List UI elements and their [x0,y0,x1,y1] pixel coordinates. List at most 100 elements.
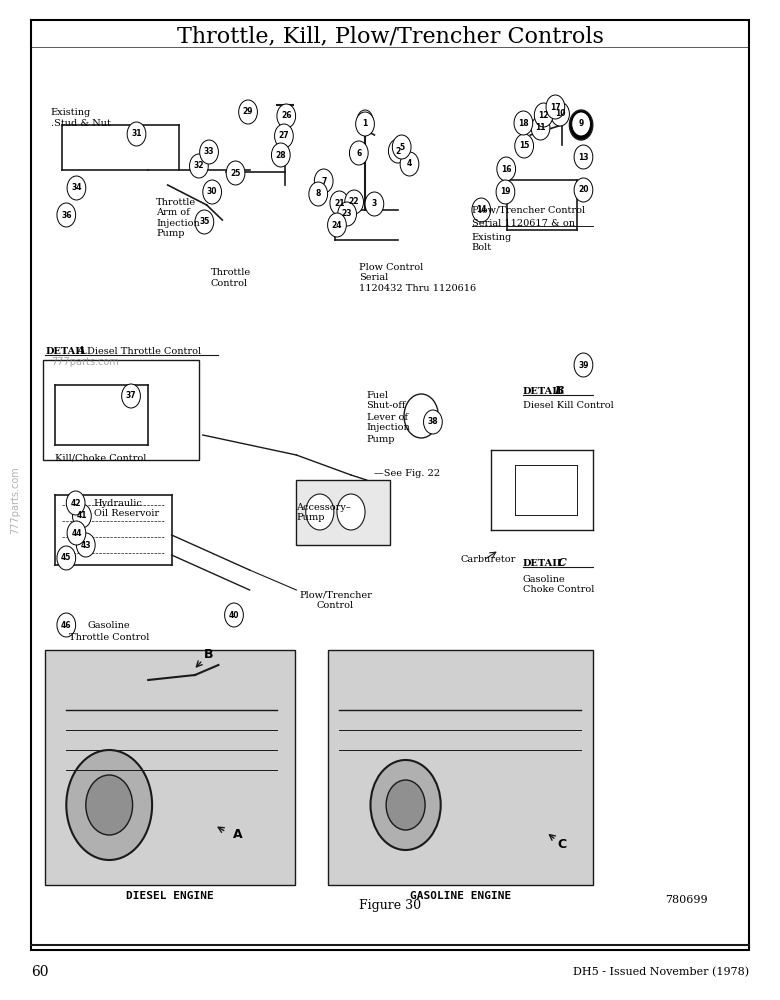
Circle shape [392,135,411,159]
Text: 26: 26 [281,111,292,120]
Text: 11: 11 [535,123,546,132]
Text: 3: 3 [372,200,377,209]
Circle shape [73,504,91,528]
Circle shape [275,124,293,148]
FancyBboxPatch shape [296,480,390,545]
Text: DETAIL: DETAIL [45,347,87,356]
Circle shape [309,182,328,206]
Text: Throttle
Control: Throttle Control [211,268,250,288]
Circle shape [424,410,442,434]
Text: DETAIL: DETAIL [523,558,565,568]
Text: 30: 30 [207,188,218,196]
Circle shape [57,613,76,637]
Text: 40: 40 [229,610,239,619]
Text: Control: Control [317,601,354,610]
Text: 10: 10 [555,109,565,118]
Text: Choke Control: Choke Control [523,585,594,594]
Text: A: A [76,346,85,357]
Text: 23: 23 [342,210,353,219]
Circle shape [66,491,85,515]
Text: 5: 5 [399,142,404,151]
Circle shape [388,139,407,163]
Circle shape [345,190,363,214]
Circle shape [76,533,95,557]
Text: 45: 45 [61,554,72,562]
Circle shape [404,394,438,438]
Circle shape [330,191,349,215]
Text: Oil Reservoir: Oil Reservoir [94,510,158,518]
Text: Plow Control
Serial
1120432 Thru 1120616: Plow Control Serial 1120432 Thru 1120616 [359,263,476,293]
Circle shape [365,192,384,216]
Text: Fuel: Fuel [367,390,388,399]
Circle shape [200,140,218,164]
Text: 12: 12 [538,110,549,119]
Circle shape [515,134,534,158]
Text: Kill/Choke Control: Kill/Choke Control [55,454,146,462]
Text: 60: 60 [31,965,48,979]
Text: 24: 24 [332,221,342,230]
Circle shape [531,116,550,140]
Text: Diesel Throttle Control: Diesel Throttle Control [87,347,201,356]
Circle shape [66,750,152,860]
Circle shape [569,110,593,140]
Text: Hydraulic: Hydraulic [94,498,143,508]
FancyBboxPatch shape [45,650,295,885]
Circle shape [67,176,86,200]
Text: 22: 22 [349,198,360,207]
Text: 44: 44 [71,528,82,538]
Text: 32: 32 [193,161,204,170]
Text: 34: 34 [71,184,82,192]
Text: Gasoline: Gasoline [523,576,566,584]
Circle shape [122,384,140,408]
Text: 37: 37 [126,391,136,400]
Text: DH5 - Issued November (1978): DH5 - Issued November (1978) [573,967,749,977]
Text: 17: 17 [550,103,561,111]
Circle shape [239,100,257,124]
Text: 36: 36 [61,211,72,220]
Text: 7: 7 [321,176,326,186]
Text: 4: 4 [407,159,412,168]
Circle shape [57,546,76,570]
Circle shape [349,141,368,165]
Text: 777parts.com: 777parts.com [11,466,20,534]
Text: 15: 15 [519,141,530,150]
Text: DIESEL ENGINE: DIESEL ENGINE [126,891,214,901]
Text: 27: 27 [278,131,289,140]
Text: Carburetor: Carburetor [460,556,516,564]
Circle shape [67,521,86,545]
Text: Throttle
Arm of
Injection
Pump: Throttle Arm of Injection Pump [156,198,200,238]
Text: C: C [558,558,566,568]
Circle shape [472,198,491,222]
Text: 18: 18 [518,118,529,127]
Circle shape [572,112,590,136]
Text: 13: 13 [578,152,589,161]
Text: 25: 25 [230,168,241,178]
Circle shape [400,152,419,176]
Circle shape [534,103,553,127]
Text: 21: 21 [334,198,345,208]
Text: Plow/Trencher: Plow/Trencher [299,590,372,599]
Circle shape [328,213,346,237]
Text: Plow/Trencher Control: Plow/Trencher Control [472,206,585,215]
Text: 46: 46 [61,620,72,630]
Text: 43: 43 [80,540,91,550]
Text: Accessory–: Accessory– [296,502,351,512]
FancyBboxPatch shape [31,20,749,950]
Text: 29: 29 [243,107,254,116]
Circle shape [337,494,365,530]
Text: B: B [554,385,563,396]
Text: 8: 8 [316,190,321,198]
Circle shape [386,780,425,830]
Text: 20: 20 [578,186,589,194]
Text: Injection: Injection [367,424,410,432]
Circle shape [225,603,243,627]
Text: 780699: 780699 [665,895,707,905]
Text: Diesel Kill Control: Diesel Kill Control [523,400,613,410]
Text: 2: 2 [395,146,400,155]
Circle shape [370,760,441,850]
Circle shape [356,112,374,136]
Circle shape [127,122,146,146]
Text: 9: 9 [579,119,583,128]
Circle shape [338,202,356,226]
Text: Lever of: Lever of [367,412,408,422]
